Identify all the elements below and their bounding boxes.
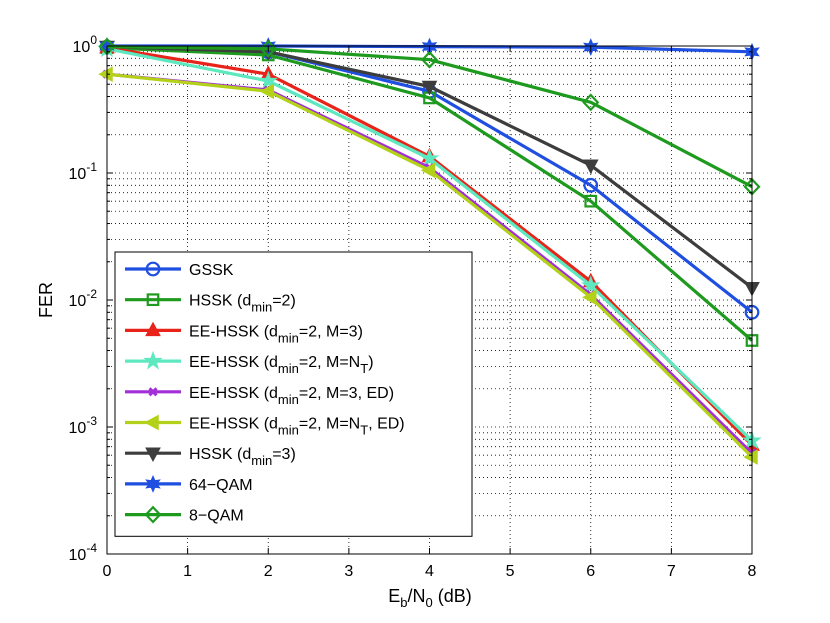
x-axis-label: Eb/N0 (dB)	[388, 586, 472, 610]
legend-item: EE-HSSK (dmin=2, M=NT)	[125, 350, 374, 376]
y-tick-label: 10-4	[69, 541, 98, 564]
x-tick-label: 5	[506, 563, 515, 580]
series-line	[106, 46, 754, 342]
legend-item: 8−QAM	[125, 505, 244, 525]
legend-label: EE-HSSK (dmin=2, M=3)	[189, 323, 363, 345]
legend: GSSK HSSK (dmin=2) EE-HSSK (dmin=2, M=3) EE…	[114, 251, 473, 537]
legend-marker	[145, 447, 161, 462]
y-tick-label: 10-1	[69, 160, 98, 183]
data-point	[419, 148, 440, 167]
x-tick-label: 1	[183, 563, 192, 580]
x-tick-label: 4	[425, 563, 434, 580]
legend-item: GSSK	[125, 261, 234, 279]
data-point	[420, 162, 436, 179]
legend-marker	[146, 293, 160, 307]
legend-item: EE-HSSK (dmin=2, M=NT, ED)	[125, 414, 405, 438]
data-point	[582, 93, 600, 112]
legend-marker	[144, 414, 159, 431]
data-point	[259, 83, 274, 100]
data-point	[421, 80, 438, 96]
legend-marker	[143, 350, 163, 370]
legend-label: HSSK (dmin=3)	[189, 446, 296, 468]
data-point	[580, 275, 601, 294]
data-point	[581, 289, 597, 306]
legend-marker	[145, 321, 161, 337]
x-tick-label: 7	[667, 563, 676, 580]
data-point	[582, 159, 599, 175]
legend-label: 8−QAM	[189, 508, 244, 525]
legend-label: GSSK	[189, 262, 234, 279]
legend-item: EE-HSSK (dmin=2, M=3, ED)	[125, 385, 394, 407]
legend-item: EE-HSSK (dmin=2, M=3)	[125, 321, 363, 345]
series-line	[106, 45, 753, 189]
legend-label: 64−QAM	[189, 477, 253, 494]
ticks	[106, 46, 753, 554]
data-point	[584, 194, 598, 208]
legend-marker	[145, 261, 161, 277]
legend-label: EE-HSSK (dmin=2, M=NT)	[189, 354, 374, 376]
legend-label: EE-HSSK (dmin=2, M=NT, ED)	[189, 416, 405, 438]
legend-label: HSSK (dmin=2)	[189, 293, 296, 315]
tick-labels: 0 1 2 3 4 5 6 7 8 100 10-1 10-2 10-3 10-4	[69, 33, 757, 580]
y-tick-label: 10-2	[69, 287, 98, 310]
legend-marker	[148, 387, 158, 397]
y-axis-label: FER	[36, 282, 56, 318]
y-tick-label: 100	[73, 33, 98, 56]
x-tick-label: 8	[748, 563, 757, 580]
legend-item: HSSK (dmin=2)	[125, 293, 296, 315]
legend-marker	[145, 474, 161, 493]
legend-item: 64−QAM	[125, 474, 253, 494]
x-tick-label: 6	[586, 563, 595, 580]
data-point	[743, 449, 758, 465]
data-point	[420, 50, 439, 69]
data-point	[583, 177, 599, 193]
x-tick-label: 2	[264, 563, 273, 580]
series-5	[98, 66, 758, 465]
legend-label: EE-HSSK (dmin=2, M=3, ED)	[189, 385, 394, 407]
data-point	[258, 70, 279, 90]
x-tick-label: 3	[344, 563, 353, 580]
x-tick-label: 0	[103, 563, 112, 580]
y-tick-label: 10-3	[69, 414, 98, 437]
legend-marker	[144, 505, 162, 524]
legend-item: HSSK (dmin=3)	[125, 446, 296, 468]
data-point	[98, 66, 113, 83]
